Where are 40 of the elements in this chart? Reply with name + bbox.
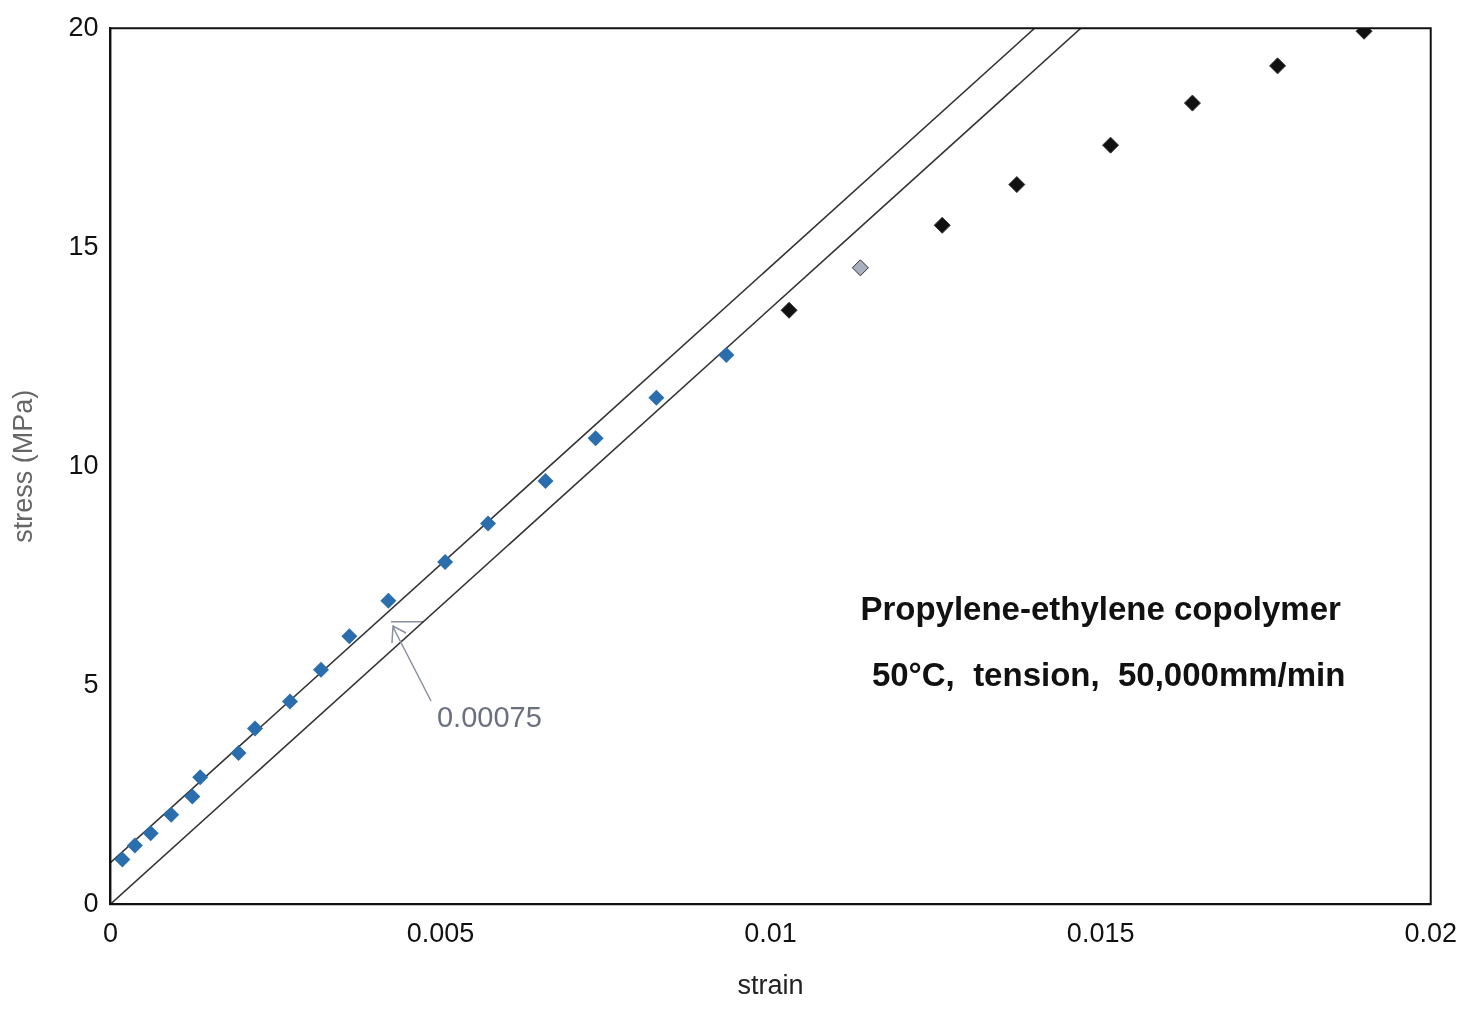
x-tick-label: 0.005 <box>406 917 475 948</box>
point <box>780 301 798 319</box>
x-axis-title: strain <box>737 970 804 1001</box>
point <box>1102 136 1120 154</box>
y-tick-label: 5 <box>83 668 99 699</box>
y-tick-label: 20 <box>68 11 99 42</box>
point <box>851 259 869 277</box>
point <box>184 788 201 805</box>
point <box>163 806 180 823</box>
point <box>192 769 209 786</box>
annotation: Propylene-ethylene copolymer <box>860 589 1342 627</box>
point <box>341 628 358 645</box>
x-tick-label: 0.02 <box>1404 917 1458 948</box>
point <box>1269 57 1287 75</box>
x-tick-label: 0.015 <box>1066 917 1135 948</box>
point <box>587 430 604 447</box>
y-tick-label: 15 <box>68 230 99 261</box>
point <box>1183 94 1201 112</box>
point <box>114 851 131 868</box>
point <box>718 346 735 363</box>
point <box>281 693 298 710</box>
point <box>933 216 951 234</box>
y-tick-label: 0 <box>83 887 99 918</box>
point <box>126 837 143 854</box>
point <box>480 515 497 532</box>
annotation: 50°C, tension, 50,000mm/min <box>871 655 1346 693</box>
annotation: 0.00075 <box>436 701 542 734</box>
y-tick-label: 10 <box>68 449 99 480</box>
x-tick-label: 0.01 <box>744 917 797 948</box>
point <box>313 661 330 678</box>
point <box>380 592 397 609</box>
x-tick-label: 0 <box>102 917 118 948</box>
point <box>1008 176 1026 194</box>
point <box>247 720 263 737</box>
point <box>142 825 159 842</box>
point <box>437 554 454 571</box>
y-axis-title: stress (MPa) <box>7 389 38 543</box>
point <box>537 473 554 490</box>
point <box>230 745 247 762</box>
point <box>648 389 665 406</box>
